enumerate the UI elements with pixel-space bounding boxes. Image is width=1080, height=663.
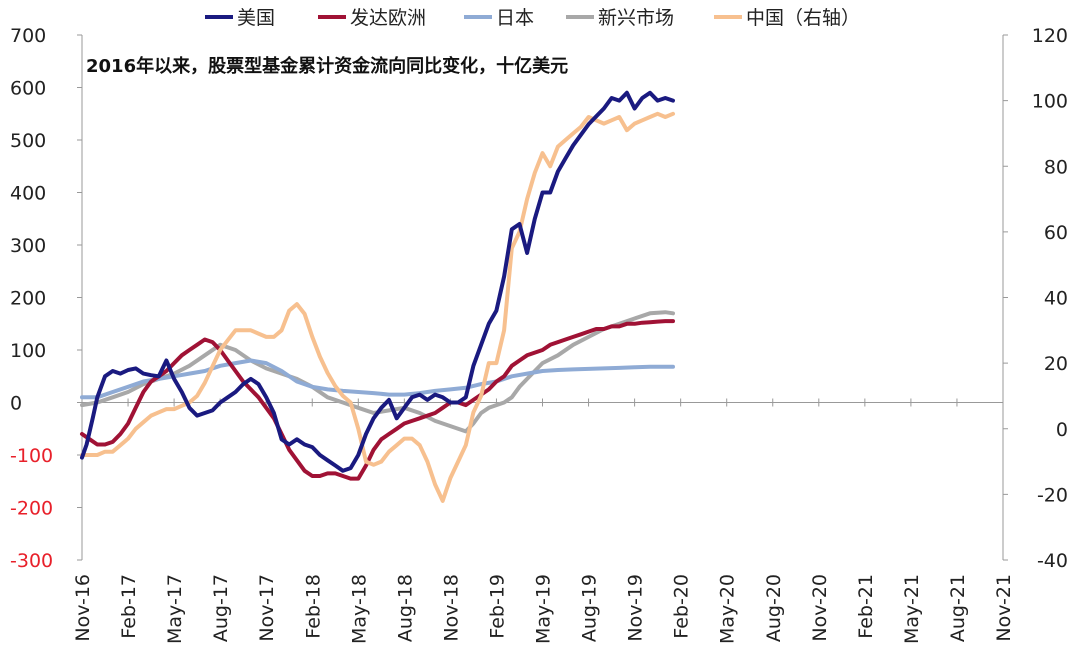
y-left-tick-label: 600 [10,78,46,100]
legend-label-1: 发达欧洲 [350,7,426,29]
x-tick-label: Nov-16 [72,574,94,642]
series-line-1 [80,319,675,481]
x-tick-label: Feb-20 [671,574,693,639]
x-tick-label: May-19 [533,574,555,644]
series-layer [80,90,675,503]
x-tick-label: Feb-18 [302,574,324,639]
y-left-tick-label: 300 [10,235,46,257]
y-left-tick-label: 700 [10,25,46,47]
x-tick-label: May-20 [717,574,739,644]
x-tick-label: Aug-18 [394,574,416,642]
x-tick-label: May-17 [164,574,186,644]
series-line-2 [80,358,675,400]
legend-label-4: 中国（右轴） [746,7,860,29]
series-line-4 [80,111,675,503]
y-left-tick-label: -200 [10,498,53,520]
y-right-tick-label: 20 [1044,353,1068,375]
legend: 美国 发达欧洲 日本 新兴市场 中国（右轴） [205,7,860,29]
x-tick-label: Aug-20 [763,574,785,642]
y-right-tick-label: -20 [1037,484,1068,506]
x-tick-label: May-18 [348,574,370,644]
y-right-tick-label: 100 [1032,91,1068,113]
x-tick-label: Aug-17 [210,574,232,642]
y-left-tick-label: 200 [10,288,46,310]
y-left-tick-label: 100 [10,340,46,362]
y-left-tick-label: -300 [10,550,53,572]
x-tick-label: Feb-17 [118,574,140,639]
y-right-tick-label: 120 [1032,25,1068,47]
x-tick-label: Feb-19 [486,574,508,639]
x-tick-label: Aug-21 [947,574,969,642]
x-tick-label: Nov-21 [993,574,1015,642]
y-right-tick-label: 60 [1044,222,1068,244]
x-tick-label: Nov-19 [625,574,647,642]
legend-label-0: 美国 [237,7,275,29]
x-tick-label: Feb-21 [855,574,877,639]
y-right-tick-label: -40 [1037,550,1068,572]
x-tick-label: May-21 [901,574,923,644]
x-tick-label: Nov-20 [809,574,831,642]
y-left-tick-label: 500 [10,130,46,152]
series-line-0 [80,90,675,473]
x-tick-label: Nov-17 [256,574,278,642]
legend-label-2: 日本 [496,7,534,29]
y-left-tick-label: -100 [10,445,53,467]
y-left-tick-label: 400 [10,183,46,205]
legend-label-3: 新兴市场 [598,7,674,29]
axes-layer: 7006005004003002001000-100-200-300120100… [10,25,1068,644]
y-right-tick-label: 0 [1056,419,1068,441]
y-left-tick-label: 0 [10,393,22,415]
chart-title: 2016年以来，股票型基金累计资金流向同比变化，十亿美元 [86,55,568,77]
y-right-tick-label: 40 [1044,288,1068,310]
series-line-3 [80,310,675,434]
x-tick-label: Nov-18 [440,574,462,642]
y-right-tick-label: 80 [1044,156,1068,178]
x-tick-label: Aug-19 [579,574,601,642]
